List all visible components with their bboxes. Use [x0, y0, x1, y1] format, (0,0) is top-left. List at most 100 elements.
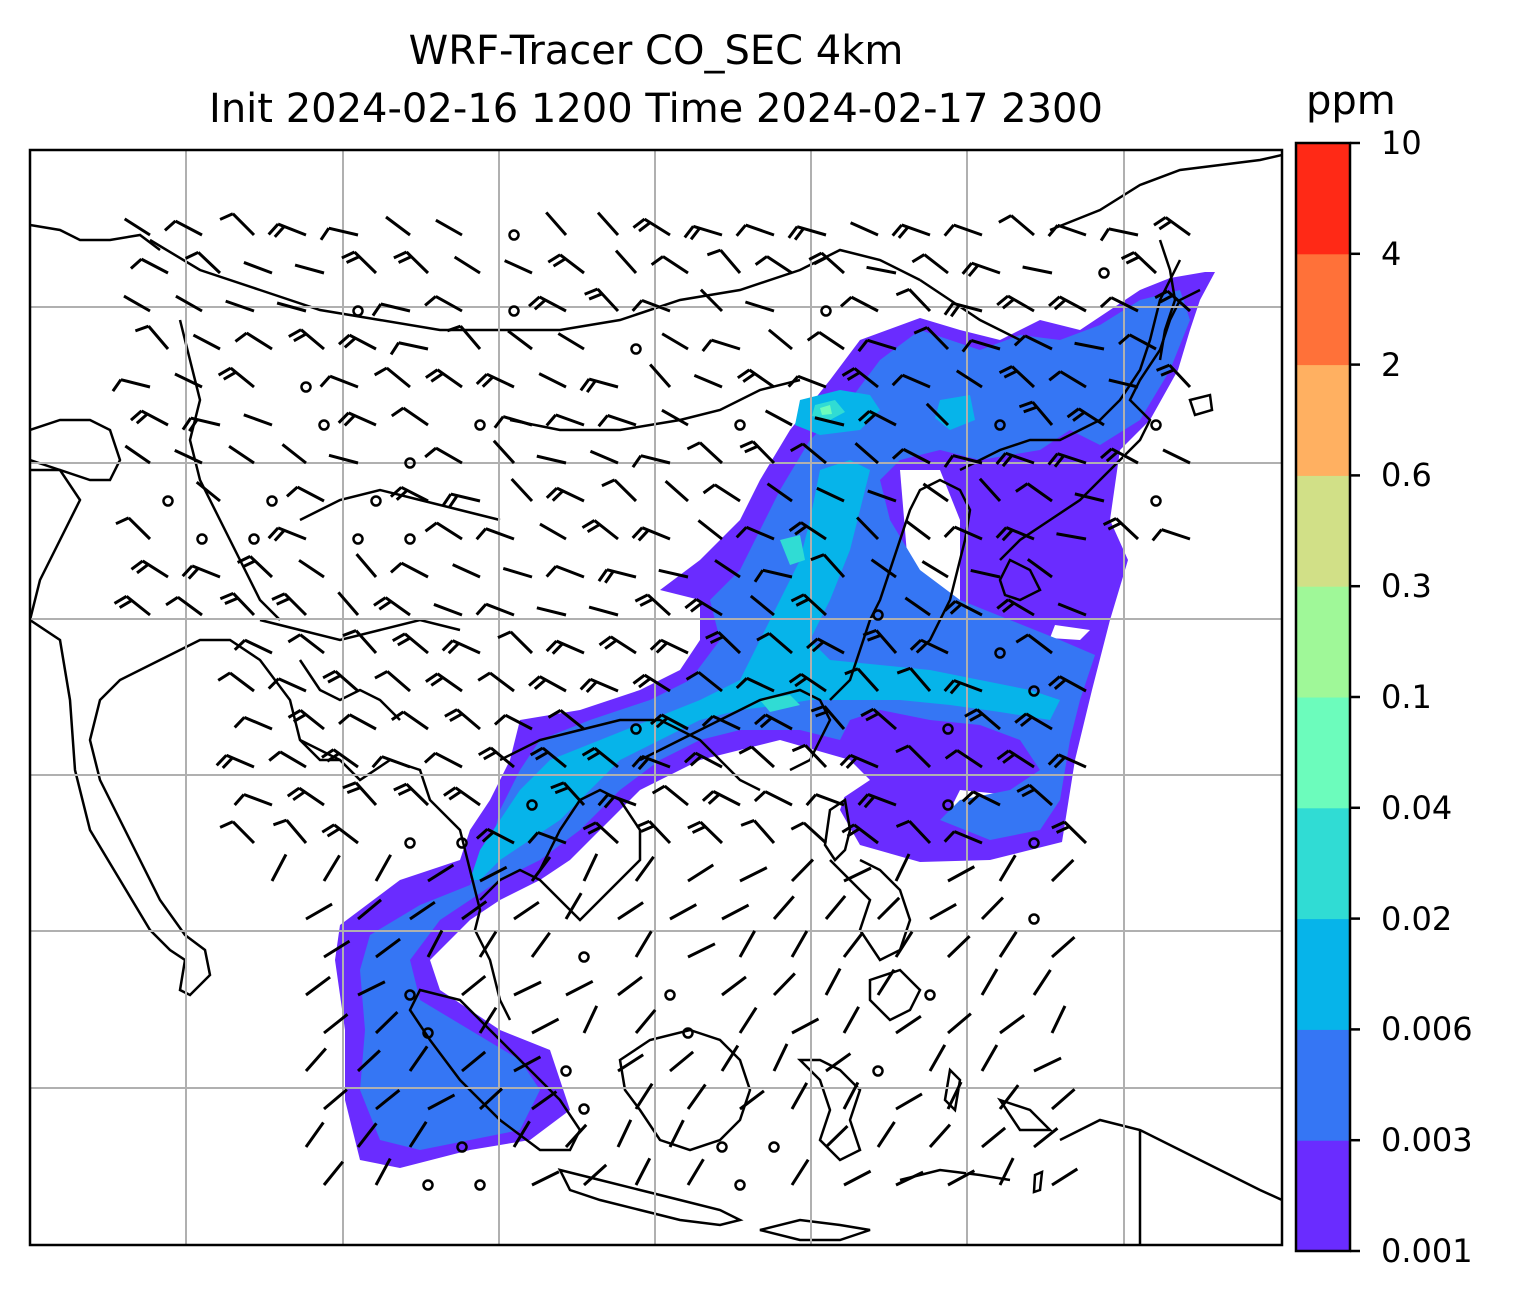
wind-barb: [787, 225, 827, 241]
wind-barb: [267, 677, 307, 693]
wind-barb: [999, 1014, 1026, 1035]
calm-wind-marker: [716, 1141, 728, 1153]
wind-barb: [597, 793, 637, 809]
wind-barb: [124, 444, 151, 465]
wind-barb: [634, 930, 653, 958]
wind-barb: [998, 931, 1018, 958]
wind-barb: [305, 975, 331, 997]
wind-barb: [598, 635, 637, 655]
coast-java: [557, 1168, 744, 1227]
wind-barb: [181, 564, 221, 580]
wind-barb: [219, 212, 256, 237]
wind-barb: [492, 439, 516, 465]
wind-barb: [669, 1050, 695, 1073]
wind-barb: [943, 223, 983, 237]
calm-wind-marker: [162, 495, 174, 507]
colorbar-tick-label: 0.006: [1381, 1010, 1473, 1049]
wind-barb: [634, 1082, 654, 1110]
wind-barb: [1047, 223, 1087, 237]
colorbar-tick-label: 0.3: [1381, 567, 1432, 606]
calm-wind-marker: [578, 951, 590, 963]
wind-barb: [661, 408, 689, 427]
wind-barb: [581, 746, 619, 769]
calm-wind-marker: [422, 1179, 434, 1191]
wind-barb: [267, 526, 307, 542]
colorbar-tick-label: 0.02: [1381, 899, 1453, 938]
colorbar-segment: [1296, 253, 1350, 366]
wind-barb: [513, 1055, 542, 1073]
wind-barb: [478, 1087, 504, 1111]
wind-barb: [123, 294, 151, 313]
wind-barb: [876, 968, 896, 996]
wind-barb: [435, 218, 463, 237]
wind-barb: [115, 516, 152, 541]
wind-barb: [184, 250, 222, 275]
wind-barb: [867, 489, 897, 503]
wind-barb: [1099, 227, 1139, 242]
wind-barb: [1048, 295, 1087, 313]
plume-level-0006: [470, 460, 1060, 880]
wind-barb: [814, 416, 845, 427]
wind-barb: [895, 819, 932, 845]
wind-barb: [236, 555, 274, 579]
wind-barb: [1026, 558, 1053, 579]
wind-barb: [547, 253, 585, 275]
wind-barb: [597, 414, 637, 428]
wind-barb: [996, 749, 1035, 769]
calm-wind-marker: [526, 799, 538, 811]
wind-barb: [891, 223, 931, 239]
wind-barb: [322, 1160, 345, 1186]
wind-barb: [357, 980, 386, 997]
wind-barb: [631, 454, 671, 469]
wind-barb: [687, 942, 716, 959]
wind-barb: [565, 980, 594, 997]
wind-barb: [947, 1012, 972, 1035]
wind-barb: [839, 295, 879, 313]
wind-barb: [1048, 370, 1087, 389]
wind-barb: [539, 522, 567, 541]
wind-barb: [233, 638, 273, 655]
wind-barb: [895, 1014, 922, 1035]
wind-barb: [271, 592, 308, 617]
wind-barb: [390, 710, 429, 731]
wind-barb: [970, 568, 1001, 579]
wind-barb: [1155, 363, 1192, 389]
wind-barb: [849, 221, 879, 237]
wind-barb: [596, 211, 620, 236]
wind-barb: [683, 751, 723, 769]
wind-barb: [824, 1124, 849, 1149]
wind-barb: [444, 708, 481, 731]
wind-barb: [1074, 492, 1105, 503]
wind-barb: [390, 406, 429, 427]
wind-barb: [1099, 296, 1139, 313]
wind-barb: [686, 1158, 705, 1186]
wind-barb: [996, 294, 1035, 313]
wind-barb: [319, 374, 359, 389]
wind-barb: [720, 1044, 740, 1072]
wind-barb: [219, 820, 256, 845]
wind-barb: [944, 749, 983, 769]
wind-barb: [876, 896, 901, 921]
wind-barb: [825, 1052, 852, 1073]
wind-barb: [409, 900, 436, 921]
wind-barb: [338, 713, 377, 731]
wind-barb: [753, 790, 793, 807]
wind-barb: [453, 255, 481, 275]
wind-barb: [513, 980, 542, 997]
wind-barb: [913, 326, 950, 351]
wind-barb: [634, 1157, 652, 1186]
wind-barb: [233, 793, 273, 807]
wind-barb: [452, 563, 481, 579]
calm-wind-marker: [872, 609, 884, 621]
wind-barb: [649, 363, 672, 388]
wind-barb: [806, 330, 845, 351]
wind-barb: [980, 968, 999, 996]
wind-barb: [857, 338, 897, 353]
calm-wind-marker: [266, 495, 278, 507]
wind-barb: [905, 519, 931, 541]
wind-barb: [1032, 969, 1052, 996]
calm-wind-marker: [1028, 913, 1040, 925]
wind-barb: [1051, 936, 1076, 959]
calm-wind-marker: [474, 419, 486, 431]
wind-barb: [996, 598, 1035, 617]
